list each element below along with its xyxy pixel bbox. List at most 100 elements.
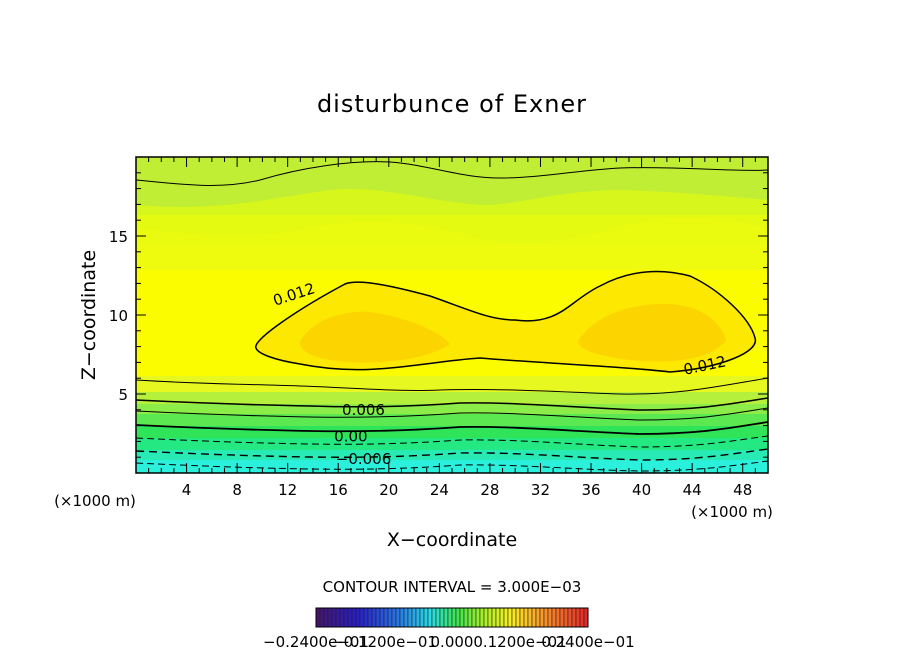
- colorbar-cell: [503, 607, 509, 628]
- contour-label: 0.00: [334, 428, 367, 446]
- colorbar-cell: [499, 607, 505, 628]
- colorbar-cell: [331, 607, 337, 628]
- colorbar-cell: [395, 607, 401, 628]
- x-tick-label: 16: [329, 481, 348, 499]
- axis-ticks: [136, 157, 768, 473]
- contour-interval-text: CONTOUR INTERVAL = 3.000E−03: [323, 578, 582, 596]
- colorbar-cell: [447, 607, 453, 628]
- colorbar-cell: [511, 607, 517, 628]
- x-unit-label-left: (×1000 m): [54, 492, 136, 510]
- chart-title: disturbunce of Exner: [317, 90, 587, 118]
- x-tick-label: 48: [733, 481, 752, 499]
- contour-line-0.006: [136, 397, 768, 411]
- colorbar-cell: [399, 607, 405, 628]
- colorbar-cell: [559, 607, 565, 628]
- colorbar-cell: [487, 607, 493, 628]
- y-axis-label: Z−coordinate: [78, 250, 100, 380]
- contour-label: 0.006: [342, 401, 385, 419]
- colorbar-frame: [315, 607, 589, 628]
- colorbar-cell: [543, 607, 549, 628]
- colorbar-cell: [359, 607, 365, 628]
- x-tick-label: 36: [581, 481, 600, 499]
- field-mid-shade: [136, 217, 768, 270]
- x-tick-label: 28: [480, 481, 499, 499]
- x-tick-label: 4: [182, 481, 192, 499]
- colorbar-cell: [463, 607, 469, 628]
- contour-label: −0.006: [336, 450, 392, 468]
- colorbar-cell: [443, 607, 449, 628]
- colorbar-cell: [523, 607, 529, 628]
- contour-line-neg-0.009: [136, 460, 768, 472]
- contour-line-0.00: [136, 421, 768, 435]
- colorbar-cell: [435, 607, 441, 628]
- colorbar-label: 0.2400e−01: [541, 633, 634, 651]
- colorbar-cell: [431, 607, 437, 628]
- contour-lines: [136, 161, 768, 472]
- x-tick-label: 8: [232, 481, 242, 499]
- colorbar-cell: [555, 607, 561, 628]
- colorbar-cell: [495, 607, 501, 628]
- colorbar-cell: [363, 607, 369, 628]
- colorbar-cell: [343, 607, 349, 628]
- colorbar-cell: [415, 607, 421, 628]
- colorbar-cell: [323, 607, 329, 628]
- colorbar-cell: [423, 607, 429, 628]
- colorbar-cell: [419, 607, 425, 628]
- y-tick-label: 5: [118, 386, 128, 404]
- colorbar-cell: [467, 607, 473, 628]
- field-band: [136, 376, 768, 396]
- colorbar-label: −0.2400e−01: [263, 633, 369, 651]
- colorbar-cell: [427, 607, 433, 628]
- colorbar-cell: [347, 607, 353, 628]
- colorbar-cell: [319, 607, 325, 628]
- colorbar-cell: [459, 607, 465, 628]
- colorbar-cell: [483, 607, 489, 628]
- contour-line-0.003: [136, 407, 768, 421]
- colorbar-cell: [383, 607, 389, 628]
- y-tick-label: 15: [109, 228, 128, 246]
- colorbar-cell: [531, 607, 537, 628]
- x-unit-label-right: (×1000 m): [691, 503, 773, 521]
- colorbar-cell: [571, 607, 577, 628]
- contour-line-0.012: [255, 270, 757, 373]
- colorbar-cell: [315, 607, 321, 628]
- field-top-shade: [136, 157, 768, 207]
- colorbar-cell: [407, 607, 413, 628]
- colorbar-cell: [567, 607, 573, 628]
- colorbar-cell: [351, 607, 357, 628]
- contour-field: [136, 157, 768, 473]
- colorbar-cell: [579, 607, 585, 628]
- contour-line-neg-0.003: [136, 435, 768, 448]
- colorbar-label: −0.1200e−01: [331, 633, 437, 651]
- y-tick-label: 10: [109, 307, 128, 325]
- colorbar-cell: [551, 607, 557, 628]
- contour-line-0.009: [136, 377, 768, 395]
- colorbar-cell: [527, 607, 533, 628]
- contour-line-top: [136, 161, 768, 186]
- colorbar-cell: [575, 607, 581, 628]
- colorbar-cell: [535, 607, 541, 628]
- colorbar-cell: [507, 607, 513, 628]
- x-tick-label: 44: [683, 481, 702, 499]
- colorbar-cell: [547, 607, 553, 628]
- field-max-left: [300, 311, 450, 363]
- colorbar-cell: [439, 607, 445, 628]
- x-axis-label: X−coordinate: [387, 529, 517, 551]
- colorbar-cell: [367, 607, 373, 628]
- field-max-right: [578, 303, 726, 362]
- colorbar-cell: [539, 607, 545, 628]
- colorbar-cell: [515, 607, 521, 628]
- colorbar-cell: [475, 607, 481, 628]
- colorbar-cell: [519, 607, 525, 628]
- colorbar-cell: [391, 607, 397, 628]
- colorbar-cell: [371, 607, 377, 628]
- colorbar-cell: [355, 607, 361, 628]
- colorbar-cell: [387, 607, 393, 628]
- x-tick-label: 12: [278, 481, 297, 499]
- colorbar-cell: [375, 607, 381, 628]
- colorbar-cell: [327, 607, 333, 628]
- colorbar: [315, 607, 589, 628]
- colorbar-labels: −0.2400e−01−0.1200e−010.000 0.1200e−010.2…: [263, 633, 635, 651]
